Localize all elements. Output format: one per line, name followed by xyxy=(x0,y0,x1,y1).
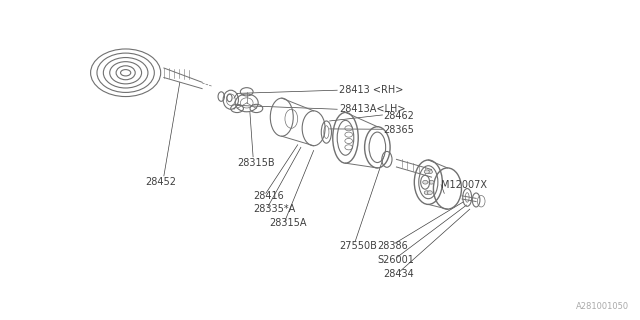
Ellipse shape xyxy=(428,191,433,195)
Text: 28365: 28365 xyxy=(384,125,415,135)
Text: 28335*A: 28335*A xyxy=(253,204,295,214)
Text: 28315A: 28315A xyxy=(269,219,307,228)
Ellipse shape xyxy=(429,180,434,184)
Text: A281001050: A281001050 xyxy=(576,302,629,311)
Text: 28386: 28386 xyxy=(378,241,408,251)
Text: 28434: 28434 xyxy=(384,269,415,279)
Text: M12007X: M12007X xyxy=(441,180,487,190)
Text: 28462: 28462 xyxy=(384,111,415,121)
Ellipse shape xyxy=(423,180,428,184)
Text: 28416: 28416 xyxy=(253,191,284,202)
Text: 28413 <RH>: 28413 <RH> xyxy=(339,85,403,95)
Text: 28413A<LH>: 28413A<LH> xyxy=(339,104,406,114)
Ellipse shape xyxy=(428,170,433,174)
Text: 27550B: 27550B xyxy=(339,241,377,251)
Ellipse shape xyxy=(424,170,429,174)
Ellipse shape xyxy=(424,191,429,195)
Text: 28452: 28452 xyxy=(145,177,176,187)
Text: 28315B: 28315B xyxy=(237,158,275,168)
Text: S26001: S26001 xyxy=(378,255,414,265)
